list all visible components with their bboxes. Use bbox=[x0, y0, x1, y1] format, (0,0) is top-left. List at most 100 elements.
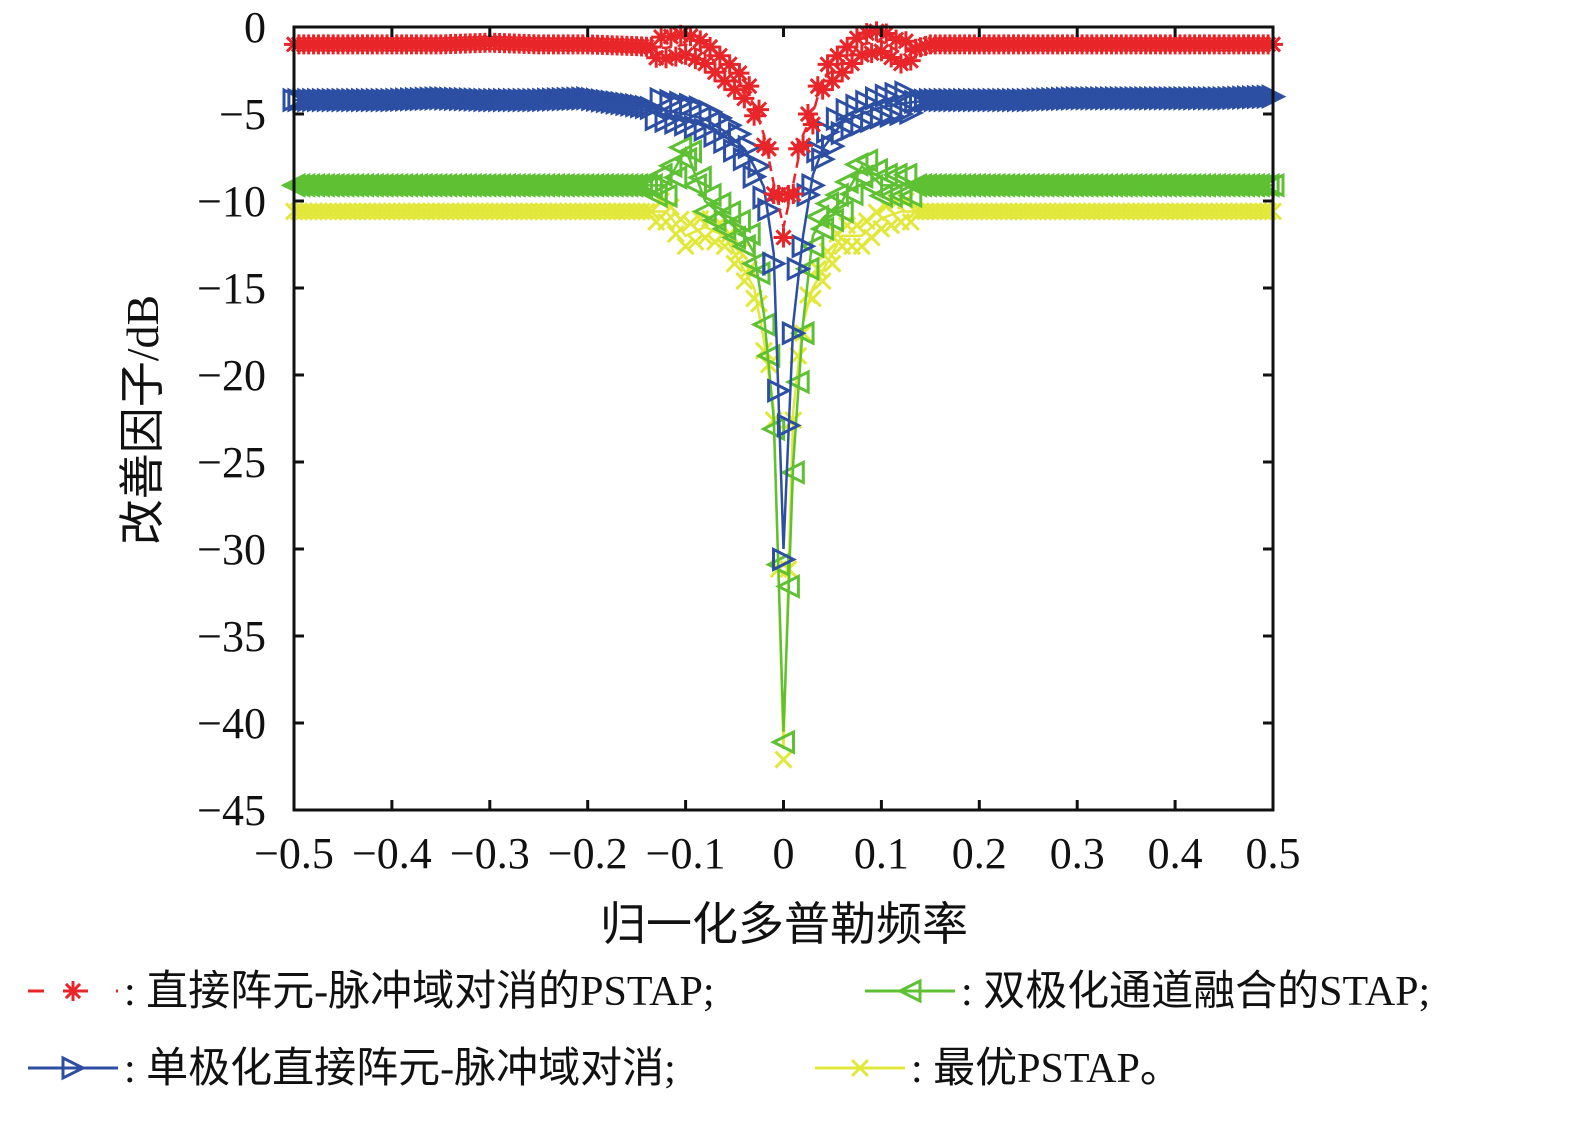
data-point-triangle-left bbox=[716, 199, 742, 225]
data-point-triangle-left bbox=[784, 369, 810, 395]
legend-label: : 直接阵元-脉冲域对消的PSTAP; bbox=[124, 969, 715, 1015]
data-point-triangle-left bbox=[696, 182, 722, 208]
data-point-x bbox=[867, 203, 886, 222]
data-point-triangle-left bbox=[765, 552, 791, 578]
data-point-triangle-right bbox=[786, 256, 812, 282]
data-point-asterisk bbox=[690, 30, 711, 51]
data-point-asterisk bbox=[793, 135, 814, 156]
data-point-x bbox=[681, 214, 700, 233]
data-point-triangle-left bbox=[809, 216, 835, 242]
data-point-triangle-left bbox=[735, 221, 761, 247]
data-point-asterisk bbox=[749, 99, 770, 120]
legend-item-2: : 双极化通道融合的STAP; bbox=[865, 969, 1430, 1015]
legend-item-1: : 单极化直接阵元-脉冲域对消; bbox=[28, 1046, 676, 1092]
data-point-triangle-right bbox=[791, 233, 817, 259]
data-point-asterisk bbox=[758, 138, 779, 159]
data-point-triangle-left bbox=[750, 312, 776, 337]
x-tick-label: 0 bbox=[773, 829, 795, 878]
data-point-x bbox=[656, 212, 676, 231]
data-point-triangle-right bbox=[776, 413, 802, 438]
data-point-triangle-left bbox=[775, 573, 800, 599]
data-point-triangle-left bbox=[623, 172, 649, 198]
y-tick-label: −30 bbox=[197, 525, 266, 574]
y-axis-label: 改善因子/dB bbox=[117, 295, 168, 545]
data-point-triangle-left bbox=[711, 216, 737, 242]
data-point-triangle-left bbox=[858, 173, 884, 199]
y-tick-label: 0 bbox=[244, 3, 266, 52]
y-tick-label: −10 bbox=[197, 177, 266, 226]
data-point-x bbox=[823, 254, 842, 273]
legend-item-3: : 最优PSTAP。 bbox=[815, 1046, 1182, 1092]
y-tick-label: −40 bbox=[197, 699, 266, 748]
data-point-triangle-right bbox=[781, 320, 807, 346]
series-3 bbox=[284, 191, 1283, 769]
data-point-x bbox=[850, 1058, 870, 1078]
data-point-triangle-left bbox=[882, 162, 908, 188]
data-point-triangle-left bbox=[833, 169, 859, 195]
data-point-asterisk bbox=[842, 53, 863, 74]
data-point-triangle-right bbox=[772, 547, 797, 572]
data-point-triangle-right bbox=[747, 153, 773, 179]
data-point-asterisk bbox=[734, 88, 755, 109]
data-point-triangle-left bbox=[657, 153, 683, 179]
legend-label: : 单极化直接阵元-脉冲域对消; bbox=[124, 1046, 676, 1092]
data-point-triangle-left bbox=[745, 260, 771, 286]
data-point-triangle-left bbox=[819, 207, 844, 233]
data-point-asterisk bbox=[802, 114, 823, 135]
series-line bbox=[294, 210, 1273, 750]
data-point-triangle-left bbox=[691, 199, 717, 224]
data-point-triangle-left bbox=[779, 460, 805, 485]
data-point-triangle-left bbox=[848, 164, 874, 190]
data-point-x bbox=[882, 216, 901, 235]
data-point-triangle-right bbox=[1256, 84, 1282, 110]
series-1 bbox=[282, 80, 1287, 572]
data-point-x bbox=[725, 254, 744, 273]
x-axis-label: 归一化多普勒频率 bbox=[600, 899, 968, 950]
data-point-triangle-left bbox=[662, 165, 688, 190]
y-tick-label: −45 bbox=[197, 786, 266, 835]
x-tick-label: 0.1 bbox=[854, 829, 909, 878]
y-tick-label: −5 bbox=[219, 90, 266, 139]
data-point-triangle-left bbox=[1254, 172, 1280, 198]
data-point-asterisk bbox=[783, 184, 804, 205]
y-tick-label: −15 bbox=[197, 264, 266, 313]
legend: : 直接阵元-脉冲域对消的PSTAP; : 单极化直接阵元-脉冲域对消; : 双极化… bbox=[28, 969, 1430, 1092]
y-tick-label: −35 bbox=[197, 612, 266, 661]
data-point-triangle-left bbox=[828, 199, 854, 224]
y-tick-label: −20 bbox=[197, 351, 266, 400]
data-point-triangle-left bbox=[823, 182, 849, 208]
data-point-x bbox=[735, 271, 754, 291]
data-point-triangle-left bbox=[652, 183, 678, 209]
x-tick-label: 0.5 bbox=[1246, 829, 1301, 878]
x-tick-label: 0.3 bbox=[1050, 829, 1105, 878]
x-tick-label: −0.3 bbox=[450, 829, 530, 878]
data-point-triangle-left bbox=[628, 172, 654, 198]
data-point-triangle-left bbox=[814, 191, 840, 217]
data-point-triangle-left bbox=[701, 207, 727, 233]
data-point-triangle-left bbox=[897, 183, 923, 209]
data-point-x bbox=[686, 232, 705, 251]
data-point-x bbox=[696, 228, 715, 247]
data-point-triangle-left bbox=[686, 165, 712, 190]
data-point-triangle-left bbox=[760, 416, 786, 442]
data-point-triangle-left bbox=[1244, 172, 1270, 198]
x-tick-label: −0.1 bbox=[646, 829, 726, 878]
series-2 bbox=[280, 135, 1285, 755]
data-point-x bbox=[872, 219, 891, 238]
data-point-triangle-left bbox=[887, 183, 913, 209]
data-point-triangle-left bbox=[896, 978, 922, 1004]
x-tick-label: 0.4 bbox=[1148, 829, 1203, 878]
data-point-triangle-right bbox=[61, 1055, 87, 1081]
data-point-asterisk bbox=[739, 76, 760, 97]
x-tick-label: 0.2 bbox=[952, 829, 1007, 878]
data-point-asterisk bbox=[773, 227, 794, 248]
ticks: −0.5 −0.4 −0.3 −0.2 −0.1 0 0.1 0.2 0.3 0.4 0.5 0 −5 −… bbox=[197, 3, 1300, 878]
data-point-triangle-right bbox=[757, 197, 783, 223]
data-point-x bbox=[705, 232, 725, 251]
legend-label: : 双极化通道融合的STAP; bbox=[961, 969, 1430, 1015]
data-point-asterisk bbox=[729, 63, 750, 84]
data-point-triangle-left bbox=[853, 148, 879, 173]
data-point-triangle-left bbox=[642, 183, 668, 209]
x-tick-label: −0.5 bbox=[254, 829, 334, 878]
